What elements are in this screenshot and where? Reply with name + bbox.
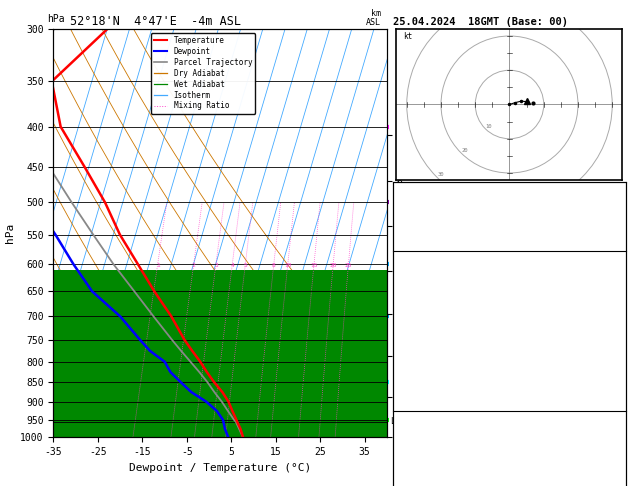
Text: Temp (°C): Temp (°C): [396, 275, 449, 285]
Text: 25.04.2024  18GMT (Base: 00): 25.04.2024 18GMT (Base: 00): [393, 17, 568, 27]
Y-axis label: hPa: hPa: [4, 223, 14, 243]
Text: Pressure (mb): Pressure (mb): [396, 435, 472, 445]
Text: Surface: Surface: [489, 252, 530, 262]
Text: CIN (J): CIN (J): [396, 389, 437, 399]
Text: 10: 10: [486, 124, 492, 129]
Text: 8: 8: [272, 263, 276, 268]
Text: 10: 10: [284, 263, 292, 268]
Text: 7.8: 7.8: [605, 275, 623, 285]
Text: © weatheronline.co.uk: © weatheronline.co.uk: [461, 474, 558, 484]
X-axis label: Dewpoint / Temperature (°C): Dewpoint / Temperature (°C): [129, 463, 311, 473]
Text: LCL: LCL: [390, 417, 405, 426]
Text: 25: 25: [345, 263, 352, 268]
Text: 1.28: 1.28: [599, 229, 623, 240]
Text: 34: 34: [611, 366, 623, 377]
Text: 52°18'N  4°47'E  -4m ASL: 52°18'N 4°47'E -4m ASL: [70, 15, 241, 28]
Text: Most Unstable: Most Unstable: [471, 412, 548, 422]
Text: 2: 2: [192, 263, 196, 268]
Text: Totals Totals: Totals Totals: [396, 207, 472, 217]
Text: PW (cm): PW (cm): [396, 229, 437, 240]
Text: 15: 15: [310, 263, 318, 268]
Text: 1: 1: [156, 263, 160, 268]
Text: hPa: hPa: [47, 14, 65, 24]
Text: km
ASL: km ASL: [365, 9, 381, 27]
Text: 3: 3: [214, 263, 218, 268]
Text: K: K: [396, 184, 402, 194]
Text: 7: 7: [617, 481, 623, 486]
Text: 44: 44: [611, 207, 623, 217]
Text: 20: 20: [330, 263, 337, 268]
Legend: Temperature, Dewpoint, Parcel Trajectory, Dry Adiabat, Wet Adiabat, Isotherm, Mi: Temperature, Dewpoint, Parcel Trajectory…: [150, 33, 255, 114]
Text: 20: 20: [462, 148, 468, 154]
Text: kt: kt: [403, 33, 413, 41]
Text: 4.5: 4.5: [605, 298, 623, 308]
Text: 3: 3: [617, 389, 623, 399]
Text: 30: 30: [438, 173, 444, 177]
Text: θε(K): θε(K): [396, 321, 426, 331]
Text: Dewp (°C): Dewp (°C): [396, 298, 449, 308]
Text: 4: 4: [231, 263, 235, 268]
Text: CAPE (J): CAPE (J): [396, 366, 443, 377]
Text: 1003: 1003: [599, 435, 623, 445]
Text: θε (K): θε (K): [396, 458, 431, 468]
Text: 7: 7: [617, 344, 623, 354]
Text: 13: 13: [611, 184, 623, 194]
Text: 295: 295: [605, 458, 623, 468]
Text: 5: 5: [243, 263, 247, 268]
Text: Lifted Index: Lifted Index: [396, 344, 467, 354]
Text: 295: 295: [605, 321, 623, 331]
Text: Lifted Index: Lifted Index: [396, 481, 467, 486]
